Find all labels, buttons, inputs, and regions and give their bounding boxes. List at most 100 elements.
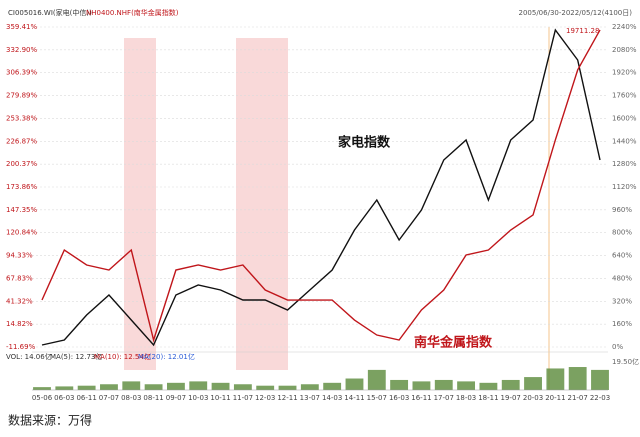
- volume-bar: [122, 381, 141, 390]
- y2-tick-label: 2080%: [612, 46, 637, 54]
- volume-bar: [211, 382, 230, 390]
- x-tick-label: 11-07: [233, 394, 253, 402]
- y-tick-label: 173.86%: [6, 183, 37, 191]
- x-tick-label: 12-11: [277, 394, 297, 402]
- y2-tick-label: 320%: [612, 297, 632, 305]
- shade: [124, 38, 156, 370]
- volume-bar: [457, 381, 476, 390]
- x-tick-label: 08-11: [143, 394, 163, 402]
- x-tick-label: 10-03: [188, 394, 208, 402]
- volume-bar: [300, 384, 319, 390]
- volume-bar: [189, 381, 208, 390]
- date-range: 2005/06/30-2022/05/12(4100日): [519, 9, 633, 17]
- volume-stat: VOL: 14.06亿: [6, 352, 52, 361]
- y-tick-label: 94.33%: [6, 252, 33, 260]
- y2-tick-label: 480%: [612, 274, 632, 282]
- y2-tick-label: 1920%: [612, 69, 637, 77]
- volume-stat: MA(10): 12.54亿: [94, 352, 151, 361]
- source: 数据来源：万得: [8, 413, 92, 428]
- x-tick-label: 10-11: [210, 394, 230, 402]
- y2-tick-label: 1120%: [612, 183, 637, 191]
- volume-bar: [233, 384, 252, 390]
- x-tick-label: 16-03: [389, 394, 409, 402]
- legend-entry: NH0400.NHF(南华金属指数): [86, 8, 179, 17]
- volume-stat: MA(20): 12.01亿: [138, 352, 195, 361]
- x-tick-label: 13-07: [300, 394, 320, 402]
- volume-bar: [434, 379, 453, 390]
- y-tick-label: 253.38%: [6, 114, 37, 122]
- volume-tick-label: 19.50亿: [612, 357, 639, 366]
- y-tick-label: 200.37%: [6, 160, 37, 168]
- series-line: [41, 28, 601, 347]
- y-tick-label: 14.82%: [6, 320, 33, 328]
- legend-entry: CI005016.WI(家电(中信)): [8, 8, 92, 17]
- y2-tick-label: 1600%: [612, 114, 637, 122]
- y2-tick-label: 2240%: [612, 23, 637, 31]
- y2-tick-label: 1760%: [612, 92, 637, 100]
- shade: [236, 38, 288, 370]
- y2-tick-label: 960%: [612, 206, 632, 214]
- x-tick-label: 14-03: [322, 394, 342, 402]
- volume-bar: [77, 385, 96, 390]
- x-tick-label: 08-03: [121, 394, 141, 402]
- volume-bar: [524, 377, 542, 390]
- x-tick-label: 15-07: [367, 394, 387, 402]
- x-tick-label: 14-11: [344, 394, 364, 402]
- y2-tick-label: 0%: [612, 343, 623, 351]
- x-tick-label: 19-07: [501, 394, 521, 402]
- y-tick-label: 147.35%: [6, 206, 37, 214]
- volume-bar: [591, 369, 609, 390]
- y2-tick-label: 640%: [612, 252, 632, 260]
- volume-bar: [144, 384, 163, 390]
- y-tick-label: 306.39%: [6, 69, 37, 77]
- volume-stat: MA(5): 12.73亿: [50, 352, 102, 361]
- volume-bar: [100, 384, 118, 390]
- x-tick-label: 07-07: [99, 394, 119, 402]
- y-tick-label: 332.90%: [6, 46, 37, 54]
- volume-bar: [501, 379, 520, 390]
- y-tick-label: 359.41%: [6, 23, 37, 31]
- x-tick-label: 17-07: [434, 394, 454, 402]
- y2-tick-label: 1440%: [612, 137, 637, 145]
- y2-tick-label: 1280%: [612, 160, 637, 168]
- x-tick-label: 12-03: [255, 394, 275, 402]
- y2-tick-label: 800%: [612, 229, 632, 237]
- y-tick-label: 120.84%: [6, 229, 37, 237]
- volume-bar: [479, 382, 498, 390]
- x-tick-label: 18-11: [478, 394, 498, 402]
- volume-bar: [345, 378, 364, 390]
- y-tick-label: 41.32%: [6, 297, 33, 305]
- volume-bar: [546, 368, 565, 390]
- peak-label: 19711.28: [566, 27, 599, 35]
- volume-bar: [568, 367, 587, 390]
- x-tick-label: 21-07: [568, 394, 588, 402]
- volume-bar: [55, 386, 74, 390]
- volume-bar: [390, 379, 409, 390]
- y-tick-label: -11.69%: [6, 343, 36, 351]
- x-tick-label: 06-03: [54, 394, 74, 402]
- volume-bar: [166, 382, 185, 390]
- x-tick-label: 16-11: [411, 394, 431, 402]
- y-tick-label: 226.87%: [6, 137, 37, 145]
- volume-bar: [278, 385, 297, 390]
- volume-bar: [323, 382, 342, 390]
- volume-bar: [412, 381, 431, 390]
- x-tick-label: 20-11: [545, 394, 565, 402]
- volume-bar: [33, 387, 51, 390]
- x-tick-label: 18-03: [456, 394, 476, 402]
- x-tick-label: 20-03: [523, 394, 543, 402]
- volume-bar: [256, 385, 275, 390]
- y-tick-label: 279.89%: [6, 92, 37, 100]
- x-tick-label: 22-03: [590, 394, 610, 402]
- series-label: 南华金属指数: [414, 335, 493, 351]
- y2-tick-label: 160%: [612, 320, 632, 328]
- series-label: 家电指数: [338, 135, 391, 151]
- series-line: [41, 29, 601, 343]
- x-tick-label: 05-06: [32, 394, 53, 402]
- y-tick-label: 67.83%: [6, 274, 33, 282]
- volume-bar: [367, 369, 386, 390]
- x-tick-label: 09-07: [166, 394, 186, 402]
- x-tick-label: 06-11: [76, 394, 96, 402]
